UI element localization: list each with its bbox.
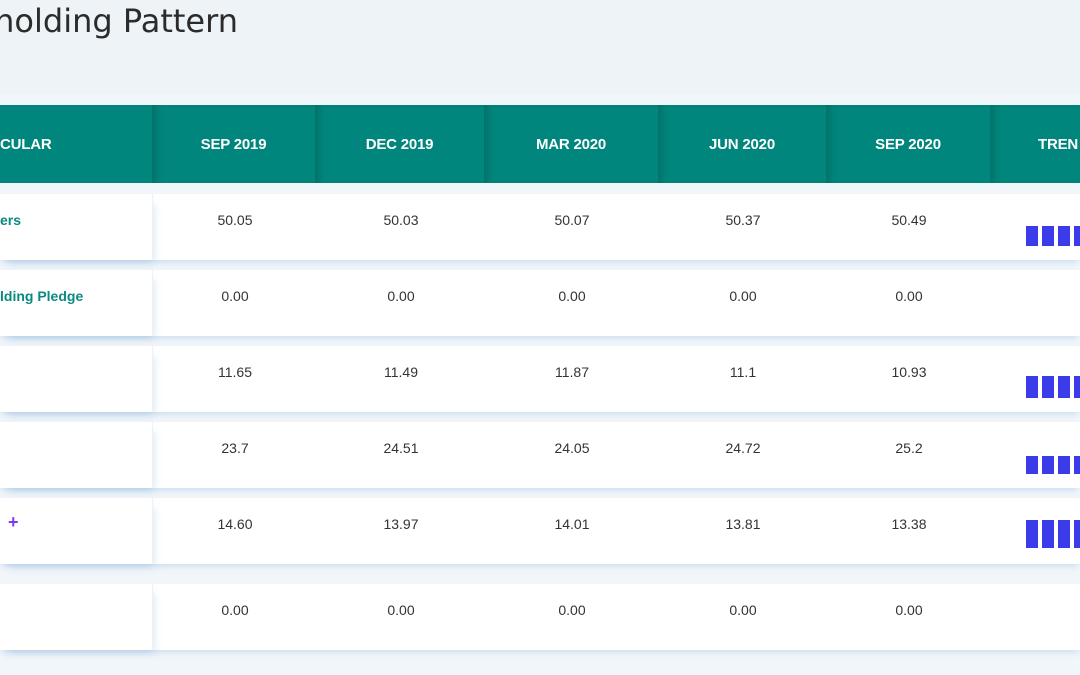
value-cell: 11.87 (555, 364, 589, 380)
value-cell: 50.05 (217, 212, 253, 228)
value-cell: 0.00 (558, 288, 586, 304)
particular-cell (0, 346, 153, 412)
value-cell: 0.00 (387, 602, 415, 618)
particular-cell: ers (0, 194, 153, 260)
header-particular-label: CULAR (0, 135, 52, 153)
trend-bar (1058, 226, 1070, 246)
table-row: lding Pledge 0.00 0.00 0.00 0.00 0.00 (0, 270, 1080, 336)
header-mar-2020: MAR 2020 (484, 105, 658, 183)
value-cell: 23.7 (221, 440, 249, 456)
trend-bar (1026, 226, 1038, 246)
value-cell: 24.72 (725, 440, 761, 456)
value-cell: 0.00 (729, 602, 757, 618)
shareholding-table: CULAR SEP 2019 DEC 2019 MAR 2020 JUN 202… (0, 94, 1080, 675)
trend-sparkline (1026, 226, 1080, 246)
value-cell: 0.00 (729, 288, 757, 304)
value-cell: 14.01 (554, 516, 590, 532)
header-sep-2019: SEP 2019 (152, 105, 315, 183)
value-cell: 50.07 (554, 212, 590, 228)
particular-label[interactable]: lding Pledge (0, 288, 84, 304)
header-sep-2019-label: SEP 2019 (200, 135, 267, 153)
trend-bar (1074, 226, 1080, 246)
trend-bar (1042, 520, 1054, 548)
table-header-row: CULAR SEP 2019 DEC 2019 MAR 2020 JUN 202… (0, 105, 1080, 183)
header-trend-label: TREN (1038, 135, 1079, 153)
table-row: ers 50.05 50.03 50.07 50.37 50.49 (0, 194, 1080, 260)
value-cell: 13.97 (383, 516, 419, 532)
header-particular: CULAR (0, 105, 152, 183)
trend-bar (1074, 520, 1080, 548)
trend-bar (1026, 520, 1038, 548)
trend-sparkline (1026, 520, 1080, 548)
value-cell: 11.1 (729, 364, 757, 380)
trend-bar (1058, 520, 1070, 548)
table-row: 0.00 0.00 0.00 0.00 0.00 (0, 584, 1080, 650)
trend-bar (1026, 456, 1038, 474)
value-cell: 50.03 (383, 212, 419, 228)
trend-bar (1026, 376, 1038, 398)
expand-plus-icon[interactable]: + (8, 512, 19, 532)
page-title: reholding Pattern (0, 2, 238, 40)
value-cell: 0.00 (221, 288, 249, 304)
value-cell: 13.38 (891, 516, 927, 532)
particular-label[interactable]: ers (0, 212, 22, 228)
table-row: +14.60 13.97 14.01 13.81 13.38 (0, 498, 1080, 564)
value-cell: 50.49 (891, 212, 927, 228)
trend-bar (1058, 376, 1070, 398)
value-cell: 24.05 (554, 440, 590, 456)
value-cell: 0.00 (558, 602, 586, 618)
trend-bar (1074, 456, 1080, 474)
value-cell: 14.60 (217, 516, 253, 532)
header-mar-2020-label: MAR 2020 (535, 135, 607, 153)
header-dec-2019-label: DEC 2019 (365, 135, 434, 153)
trend-bar (1058, 456, 1070, 474)
trend-sparkline (1026, 456, 1080, 474)
particular-cell: + (0, 498, 153, 564)
header-jun-2020: JUN 2020 (658, 105, 826, 183)
particular-cell: lding Pledge (0, 270, 153, 336)
value-cell: 0.00 (895, 602, 923, 618)
trend-bar (1074, 376, 1080, 398)
value-cell: 10.93 (891, 364, 927, 380)
particular-cell (0, 584, 153, 650)
value-cell: 25.2 (895, 440, 923, 456)
particular-cell (0, 422, 153, 488)
value-cell: 0.00 (221, 602, 249, 618)
trend-bar (1042, 376, 1054, 398)
header-jun-2020-label: JUN 2020 (709, 135, 775, 153)
value-cell: 0.00 (387, 288, 415, 304)
trend-bar (1042, 456, 1054, 474)
trend-bar (1042, 226, 1054, 246)
trend-sparkline (1026, 376, 1080, 398)
table-row: 23.7 24.51 24.05 24.72 25.2 (0, 422, 1080, 488)
header-sep-2020-label: SEP 2020 (875, 135, 941, 153)
value-cell: 0.00 (895, 288, 923, 304)
value-cell: 11.49 (384, 364, 418, 380)
value-cell: 50.37 (725, 212, 761, 228)
header-trend: TREN (990, 105, 1080, 183)
value-cell: 11.65 (218, 364, 252, 380)
value-cell: 13.81 (725, 516, 761, 532)
value-cell: 24.51 (383, 440, 419, 456)
header-dec-2019: DEC 2019 (315, 105, 484, 183)
header-sep-2020: SEP 2020 (826, 105, 990, 183)
table-row: 11.65 11.49 11.87 11.1 10.93 (0, 346, 1080, 412)
